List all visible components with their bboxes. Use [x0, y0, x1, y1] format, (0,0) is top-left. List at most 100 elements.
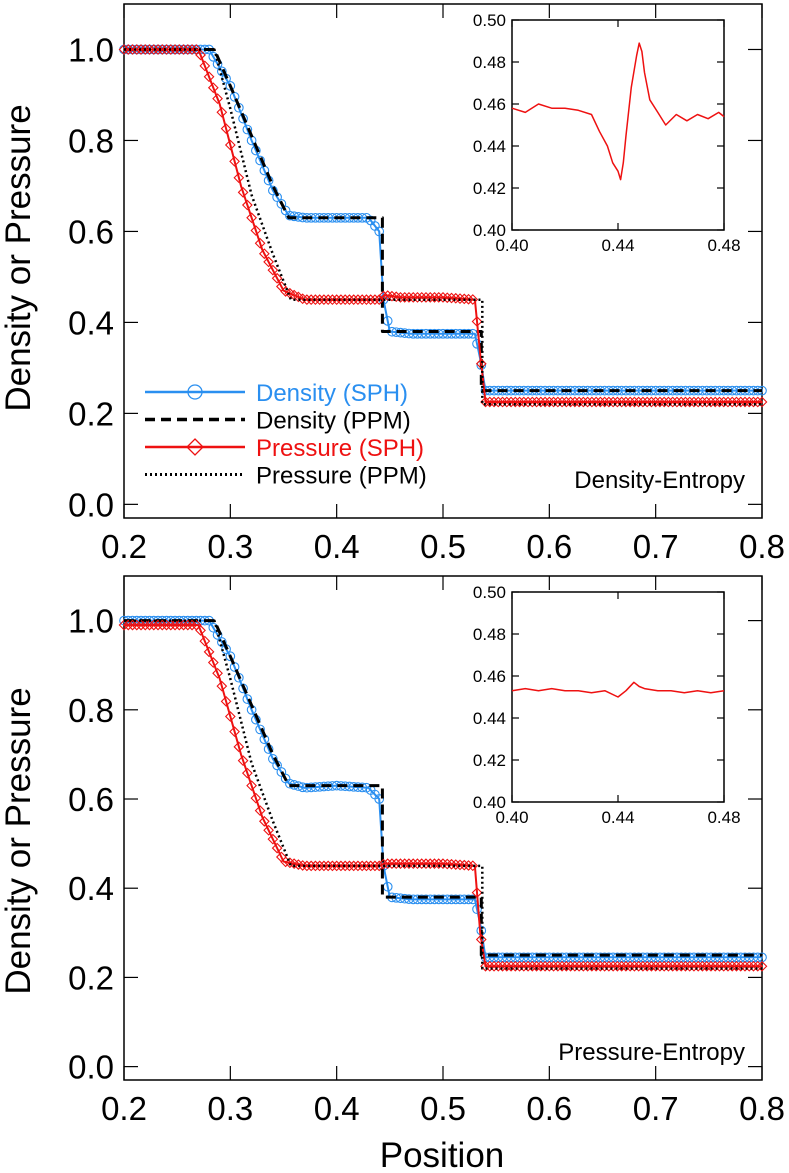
marker-diamond: [743, 960, 755, 972]
inset-series-line: [511, 681, 725, 698]
marker-diamond: [331, 860, 343, 872]
top-panel-xtick-label: 0.8: [739, 528, 785, 565]
marker-diamond: [629, 396, 640, 408]
bottom-panel: 0.2 0.3 0.4 0.5 0.6 0.7 0.8 0.0 0.2 0.4 0.6 0.8 1.0 P…: [68, 575, 785, 1127]
marker-diamond: [480, 960, 491, 972]
marker-diamond: [637, 396, 649, 408]
marker-diamond: [607, 396, 619, 408]
marker-diamond: [318, 294, 330, 306]
marker-diamond: [429, 292, 440, 303]
marker-circle: [374, 794, 385, 804]
marker-diamond: [356, 294, 368, 306]
marker-diamond: [671, 396, 683, 408]
marker-circle: [216, 637, 227, 647]
marker-diamond: [424, 292, 436, 303]
marker-diamond: [437, 292, 449, 303]
marker-diamond: [692, 396, 704, 408]
marker-diamond: [505, 960, 517, 972]
marker-diamond: [348, 294, 360, 306]
marker-diamond: [390, 291, 402, 303]
marker-diamond: [641, 960, 653, 972]
marker-diamond: [233, 741, 245, 753]
marker-diamond: [305, 294, 317, 306]
marker-circle: [374, 226, 385, 237]
top-panel-inset-xtick-label: 0.48: [707, 236, 740, 255]
marker-diamond: [310, 294, 321, 306]
marker-diamond: [641, 396, 653, 408]
top-panel-inset-xtick-label: 0.40: [495, 236, 528, 255]
marker-diamond: [207, 82, 219, 94]
marker-diamond: [518, 396, 530, 408]
bottom-panel-xtick-label: 0.6: [526, 1090, 572, 1127]
bottom-panel-ytick-label: 0.8: [68, 692, 114, 729]
marker-diamond: [560, 960, 572, 972]
marker-diamond: [646, 960, 657, 972]
legend-label: Density (PPM): [256, 408, 411, 435]
marker-diamond: [199, 635, 211, 647]
marker-diamond: [599, 960, 611, 972]
top-panel-ytick-label: 0.4: [68, 304, 114, 341]
marker-diamond: [692, 960, 704, 972]
marker-diamond: [709, 396, 721, 408]
marker-diamond: [399, 858, 411, 870]
marker-diamond: [135, 44, 147, 55]
marker-diamond: [314, 860, 326, 872]
marker-diamond: [569, 396, 581, 408]
marker-diamond: [118, 619, 130, 631]
marker-diamond: [497, 960, 508, 972]
marker-diamond: [594, 396, 606, 408]
top-panel-ytick-label: 1.0: [68, 31, 114, 68]
marker-diamond: [633, 960, 645, 972]
marker-diamond: [297, 293, 309, 305]
marker-diamond: [348, 860, 360, 872]
marker-diamond: [271, 842, 283, 854]
marker-diamond: [220, 123, 232, 135]
marker-diamond: [573, 396, 585, 408]
marker-diamond: [229, 726, 240, 738]
marker-diamond: [365, 860, 377, 872]
marker-diamond: [663, 960, 674, 972]
marker-circle: [255, 155, 265, 166]
marker-diamond: [122, 44, 134, 55]
marker-diamond: [407, 292, 419, 303]
marker-diamond: [267, 264, 279, 276]
marker-diamond: [412, 292, 423, 303]
marker-diamond: [173, 44, 185, 55]
marker-diamond: [599, 396, 611, 408]
marker-diamond: [752, 396, 764, 408]
marker-diamond: [522, 960, 534, 972]
marker-diamond: [467, 860, 479, 872]
marker-diamond: [378, 290, 389, 302]
marker-diamond: [484, 396, 496, 408]
marker-diamond: [514, 960, 525, 972]
marker-diamond: [258, 815, 270, 827]
marker-diamond: [446, 292, 457, 304]
bottom-panel-xtick-label: 0.5: [420, 1090, 466, 1127]
marker-diamond: [701, 960, 713, 972]
marker-diamond: [658, 396, 670, 408]
marker-diamond: [731, 960, 742, 972]
marker-diamond: [539, 396, 551, 408]
marker-diamond: [467, 294, 479, 305]
marker-diamond: [680, 960, 691, 972]
marker-diamond: [667, 960, 679, 972]
bottom-panel-inset-ytick-label: 0.44: [473, 709, 506, 728]
bottom-panel-inset-frame: [511, 591, 725, 803]
marker-diamond: [743, 396, 755, 408]
marker-diamond: [216, 106, 228, 118]
marker-diamond: [475, 934, 487, 945]
marker-diamond: [322, 860, 334, 872]
marker-diamond: [433, 292, 445, 303]
marker-diamond: [522, 396, 534, 408]
bottom-panel-xtick-label: 0.3: [207, 1090, 253, 1127]
marker-diamond: [509, 396, 521, 408]
series-line: [124, 619, 762, 959]
series-markers: [118, 44, 768, 408]
marker-diamond: [263, 824, 274, 836]
top-panel-ytick-label: 0.2: [68, 395, 114, 432]
bottom-panel-ytick-label: 0.2: [68, 959, 114, 996]
marker-diamond: [212, 93, 223, 104]
marker-circle: [463, 328, 474, 339]
bottom-panel-lines: [118, 615, 768, 972]
marker-diamond: [237, 755, 249, 767]
